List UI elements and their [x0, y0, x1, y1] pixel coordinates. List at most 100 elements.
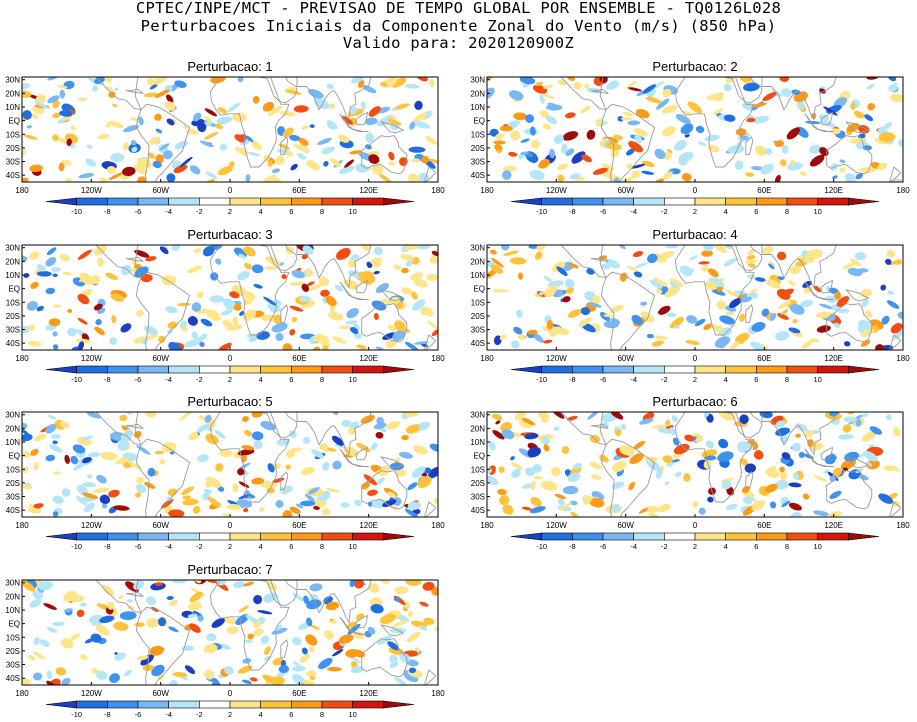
field-blob — [308, 283, 325, 291]
field-blob — [833, 322, 841, 329]
field-blob — [367, 489, 378, 496]
field-blob — [182, 498, 199, 506]
field-blob — [889, 93, 903, 103]
field-blob — [177, 302, 192, 307]
field-blob — [117, 440, 129, 451]
coastline — [135, 271, 191, 350]
colorbar-label: -2 — [661, 375, 668, 384]
field-blob — [96, 257, 104, 267]
field-blob — [878, 132, 896, 143]
field-blob — [191, 302, 202, 312]
field-blob — [162, 150, 173, 160]
field-blob — [248, 336, 259, 343]
field-blob — [725, 503, 738, 511]
x-tick-label: 120W — [81, 689, 102, 698]
colorbar-label: -4 — [165, 207, 172, 216]
colorbar-swatch — [664, 197, 696, 206]
field-blob — [61, 488, 71, 497]
field-blob — [399, 451, 413, 459]
field-blob — [392, 330, 406, 342]
field-blob — [781, 500, 791, 508]
field-blob — [367, 626, 376, 635]
y-tick-label: 10N — [470, 438, 485, 447]
field-blob — [508, 151, 518, 157]
coastline — [125, 591, 144, 597]
field-blob — [192, 505, 201, 514]
y-tick-label: 20S — [6, 312, 20, 321]
field-blob — [209, 295, 225, 303]
field-blob — [525, 114, 535, 123]
field-blob — [781, 88, 792, 98]
field-blob — [673, 139, 687, 151]
field-blob — [882, 121, 893, 131]
field-blob — [29, 164, 43, 173]
field-blob — [203, 643, 218, 654]
field-blob — [368, 582, 380, 593]
field-blob — [148, 136, 160, 145]
colorbar-swatch — [633, 532, 665, 541]
field-blob — [649, 279, 663, 289]
field-blob — [652, 81, 664, 90]
field-blob — [703, 245, 714, 252]
field-blob — [744, 463, 756, 473]
field-blob — [233, 581, 246, 589]
coastline — [135, 103, 191, 182]
field-blob — [113, 621, 129, 631]
x-tick-label: 180 — [15, 186, 29, 195]
coastline — [95, 77, 142, 111]
x-tick-label: 60W — [152, 186, 169, 195]
field-blob — [892, 328, 903, 341]
coastline — [745, 136, 754, 156]
field-blob — [375, 431, 384, 439]
field-blob — [173, 164, 188, 174]
field-blob — [493, 140, 506, 145]
field-blob — [389, 654, 399, 664]
field-blob — [103, 77, 113, 83]
field-blob — [545, 115, 558, 125]
coastline — [95, 245, 142, 279]
field-blob — [309, 676, 316, 680]
wind-perturbation-field — [487, 245, 903, 350]
field-blob — [217, 165, 233, 176]
field-blob — [187, 613, 198, 619]
coastline — [296, 245, 372, 289]
wind-perturbation-field — [22, 245, 438, 350]
field-blob — [262, 174, 277, 182]
field-blob — [52, 273, 58, 278]
field-blob — [206, 309, 221, 321]
field-blob — [340, 502, 350, 508]
field-blob — [136, 309, 144, 317]
header-line-3: Valido para: 2020120900Z — [342, 34, 575, 52]
field-blob — [101, 503, 108, 509]
header-line-2: Perturbacoes Iniciais da Componente Zona… — [140, 16, 777, 35]
field-blob — [804, 429, 814, 438]
field-blob — [723, 83, 732, 92]
field-blob — [22, 110, 32, 120]
field-blob — [788, 502, 802, 511]
field-blob — [571, 151, 586, 164]
x-tick-label: 0 — [228, 354, 233, 363]
field-blob — [252, 95, 260, 104]
field-blob — [747, 274, 756, 280]
field-blob — [351, 665, 364, 674]
field-blob — [377, 635, 392, 645]
field-blob — [289, 430, 297, 439]
field-blob — [876, 162, 888, 171]
field-blob — [77, 317, 88, 325]
field-blob — [271, 322, 288, 333]
field-blob — [635, 108, 650, 119]
colorbar-swatch — [45, 365, 77, 374]
field-blob — [556, 327, 570, 336]
field-blob — [395, 103, 410, 110]
x-tick-label: 60W — [152, 354, 169, 363]
field-blob — [426, 320, 438, 330]
coastline — [804, 281, 818, 298]
colorbar-swatch — [168, 197, 200, 206]
colorbar-label: -8 — [104, 207, 111, 216]
x-tick-label: 120E — [359, 521, 378, 530]
field-blob — [683, 473, 691, 482]
field-blob — [796, 100, 805, 110]
field-blob — [186, 129, 199, 135]
colorbar-swatch — [260, 365, 292, 374]
field-blob — [33, 672, 43, 681]
